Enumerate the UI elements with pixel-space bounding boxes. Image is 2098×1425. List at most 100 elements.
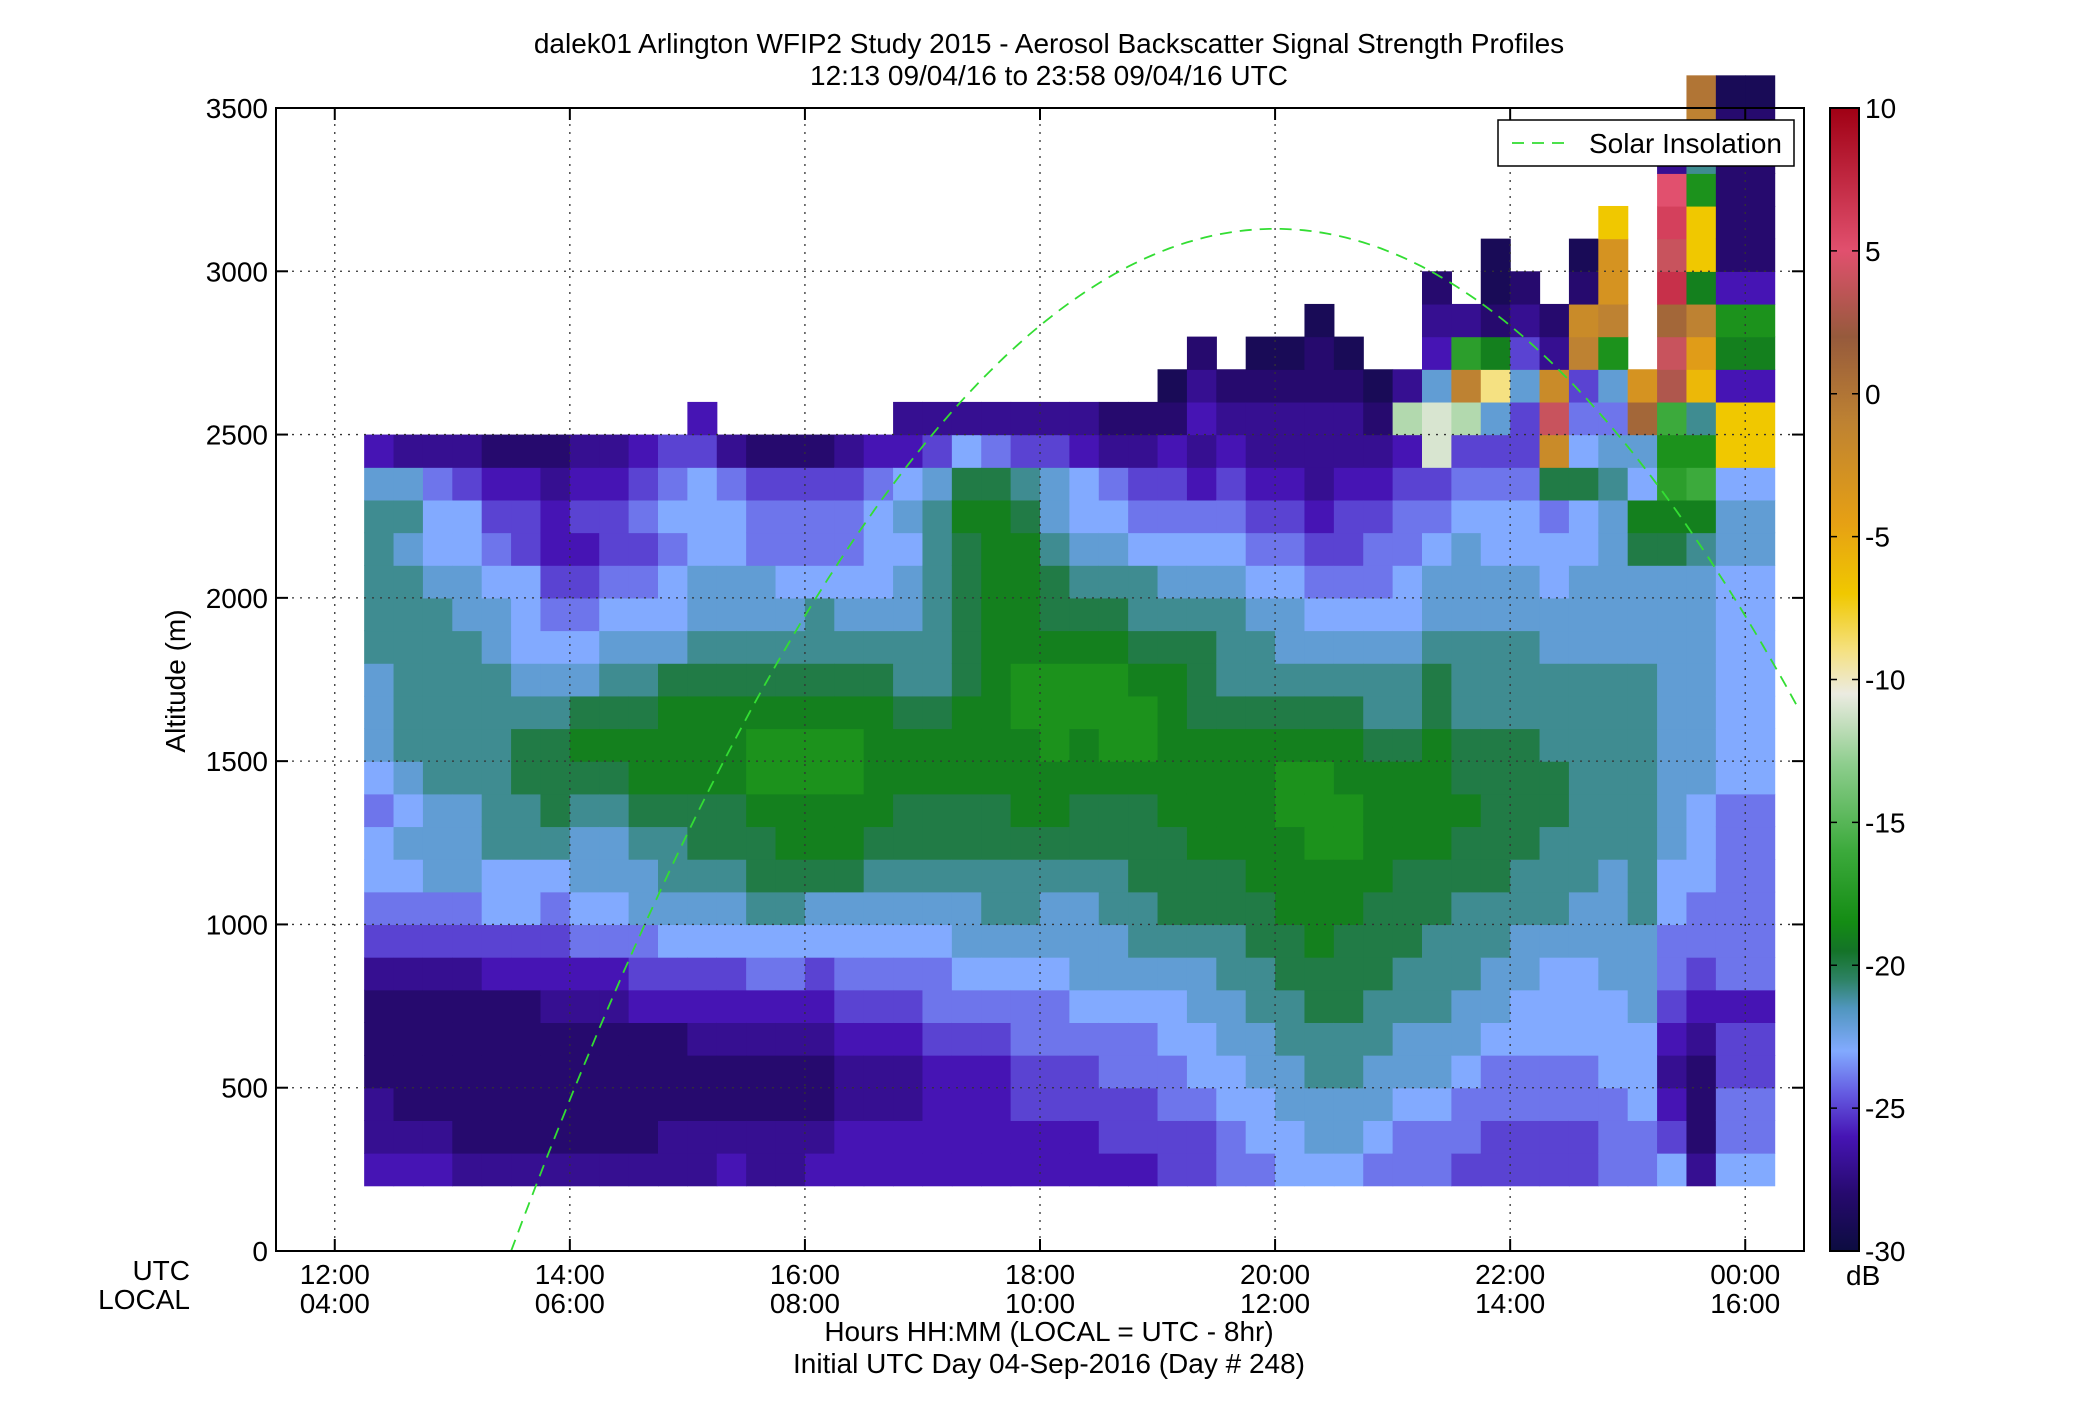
heatmap-cell [922, 1022, 953, 1056]
heatmap-cell [1598, 859, 1629, 893]
heatmap-cell [1128, 826, 1159, 860]
heatmap-cell [687, 499, 718, 534]
heatmap-cell [1157, 499, 1188, 534]
heatmap-cell [481, 1055, 512, 1089]
heatmap-cell [863, 1153, 894, 1187]
heatmap-cell [393, 434, 424, 468]
heatmap-cell [1510, 303, 1541, 338]
heatmap-cell [1627, 1022, 1658, 1056]
heatmap-cell [716, 695, 747, 730]
heatmap-cell [922, 499, 953, 534]
heatmap-cell [1745, 1153, 1776, 1187]
heatmap-cell [716, 728, 747, 762]
heatmap-cell [1304, 989, 1335, 1023]
heatmap-cell [1422, 728, 1452, 762]
heatmap-cell [422, 1055, 453, 1089]
heatmap-cell [540, 434, 571, 468]
heatmap-cell [1245, 1120, 1276, 1154]
heatmap-cell [746, 989, 777, 1023]
heatmap-cell [1040, 989, 1070, 1023]
heatmap-cell [1040, 761, 1070, 795]
heatmap-cell [422, 793, 453, 828]
heatmap-cell [1745, 924, 1776, 958]
heatmap-cell [628, 761, 659, 795]
heatmap-cell [981, 597, 1012, 632]
heatmap-cell [1745, 597, 1776, 632]
heatmap-cell [1392, 1055, 1423, 1089]
heatmap-cell [364, 1087, 395, 1121]
heatmap-cell [393, 695, 424, 730]
heatmap-cell [1069, 1055, 1100, 1089]
heatmap-cell [1422, 597, 1452, 632]
heatmap-cell [716, 1153, 747, 1187]
heatmap-cell [1245, 957, 1276, 991]
heatmap-cell [1216, 924, 1247, 958]
legend-box [1497, 119, 1795, 167]
heatmap-cell [981, 957, 1012, 991]
heatmap-cell [1186, 891, 1217, 926]
heatmap-cell [1157, 434, 1188, 468]
heatmap-cell [1010, 1120, 1041, 1154]
heatmap-cell [716, 565, 747, 599]
heatmap-cell [893, 1153, 924, 1187]
heatmap-cell [422, 499, 453, 534]
heatmap-cell [1510, 989, 1541, 1023]
heatmap-cell [1333, 728, 1364, 762]
heatmap-cell [893, 826, 924, 860]
heatmap-cell [1480, 565, 1511, 599]
heatmap-cell [1098, 761, 1129, 795]
heatmap-cell [1510, 1153, 1541, 1187]
heatmap-cell [1627, 630, 1658, 664]
heatmap-cell [511, 663, 542, 697]
heatmap-cell [1451, 565, 1482, 599]
heatmap-cell [893, 761, 924, 795]
heatmap-cell [1010, 728, 1041, 762]
heatmap-cell [1657, 597, 1688, 632]
heatmap-cell [746, 761, 777, 795]
heatmap-cell [1128, 630, 1159, 664]
heatmap-cell [951, 891, 982, 926]
heatmap-cell [1510, 271, 1541, 305]
heatmap-cell [1480, 859, 1511, 893]
heatmap-cell [1333, 499, 1364, 534]
heatmap-cell [422, 891, 453, 926]
heatmap-cell [1245, 891, 1276, 926]
heatmap-cell [1715, 434, 1746, 468]
heatmap-cell [716, 891, 747, 926]
heatmap-cell [951, 499, 982, 534]
heatmap-cell [1510, 924, 1541, 958]
heatmap-cell [1098, 434, 1129, 468]
heatmap-cell [922, 761, 953, 795]
heatmap-cell [599, 532, 630, 566]
heatmap-cell [1422, 957, 1452, 991]
heatmap-cell [1480, 271, 1511, 305]
heatmap-cell [1069, 467, 1100, 501]
heatmap-cell [687, 859, 718, 893]
heatmap-cell [893, 532, 924, 566]
heatmap-cell [1657, 1055, 1688, 1089]
heatmap-cell [981, 1087, 1012, 1121]
heatmap-cell [1363, 695, 1394, 730]
heatmap-cell [1568, 761, 1599, 795]
heatmap-cell [1186, 826, 1217, 860]
heatmap-cell [452, 826, 483, 860]
heatmap-cell [599, 957, 630, 991]
heatmap-cell [1304, 924, 1335, 958]
heatmap-cell [834, 597, 865, 632]
heatmap-cell [834, 630, 865, 664]
x-tick-label-local: 12:00 [1240, 1288, 1310, 1319]
heatmap-cell [1422, 924, 1452, 958]
heatmap-cell [1627, 957, 1658, 991]
heatmap-cell [1715, 1087, 1746, 1121]
heatmap-cell [1069, 434, 1100, 468]
heatmap-cell [1333, 1153, 1364, 1187]
heatmap-cell [1245, 467, 1276, 501]
heatmap-cell [1157, 630, 1188, 664]
heatmap-cell [804, 793, 835, 828]
heatmap-cell [540, 532, 571, 566]
heatmap-cell [716, 793, 747, 828]
heatmap-cell [1568, 1022, 1599, 1056]
heatmap-cell [1686, 271, 1717, 305]
heatmap-cell [1715, 728, 1746, 762]
heatmap-cell [599, 793, 630, 828]
